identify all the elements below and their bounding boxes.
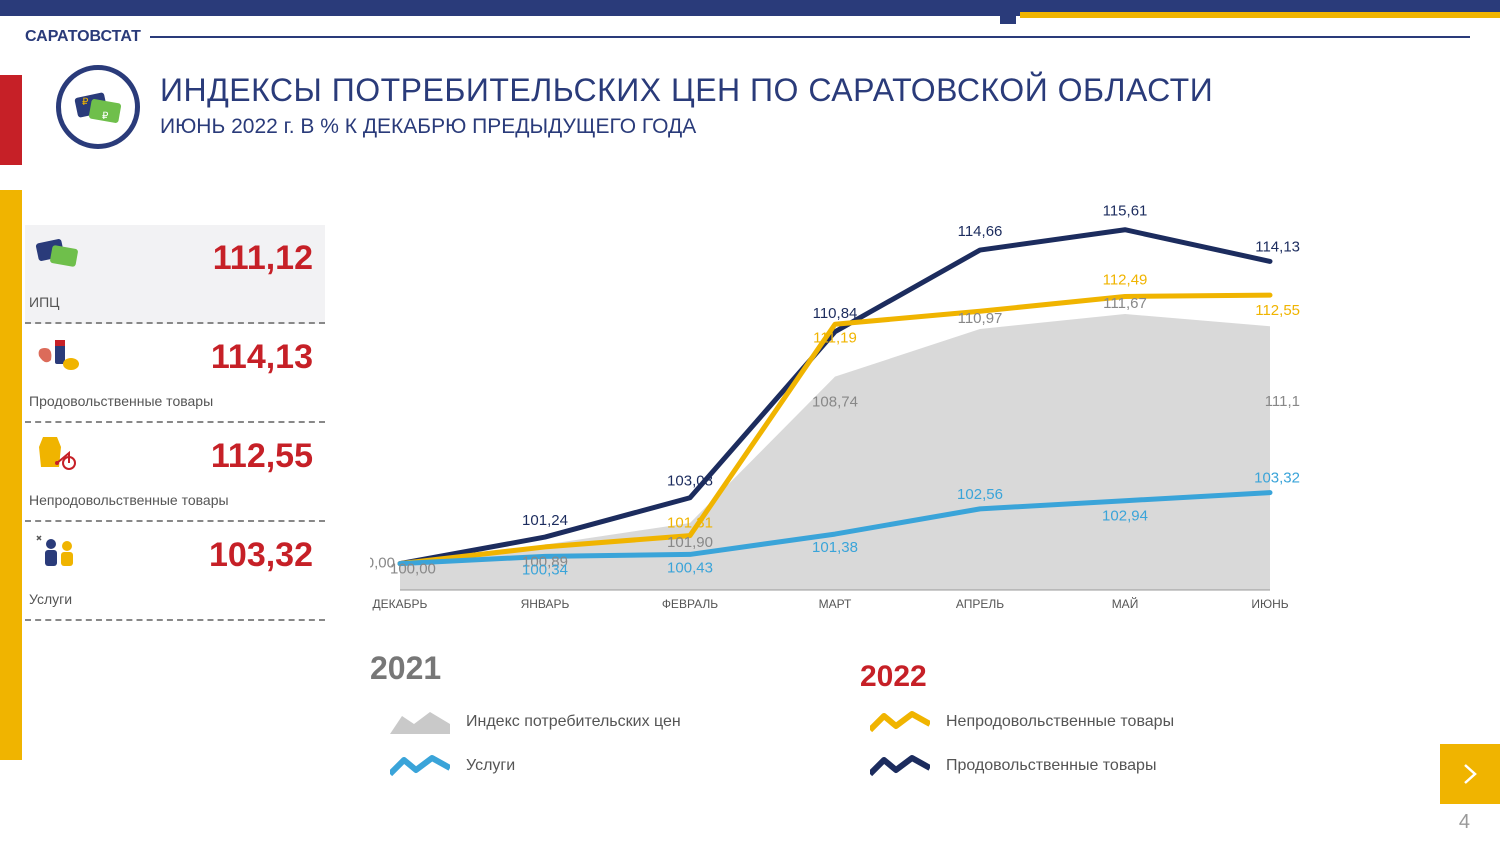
- year-prev-label: 2021: [370, 650, 441, 687]
- chevron-right-icon: [1457, 761, 1483, 787]
- legend-services: Услуги: [390, 754, 730, 778]
- svg-text:АПРЕЛЬ: АПРЕЛЬ: [956, 597, 1004, 611]
- svg-text:МАЙ: МАЙ: [1112, 596, 1139, 611]
- svg-text:ЯНВАРЬ: ЯНВАРЬ: [521, 597, 570, 611]
- cards-icon: [33, 235, 83, 275]
- legend-cpi: Индекс потребительских цен: [390, 710, 730, 734]
- legend-nonfood: Непродовольственные товары: [870, 710, 1210, 734]
- legend-label: Продовольственные товары: [946, 757, 1156, 775]
- svg-text:102,56: 102,56: [957, 486, 1003, 503]
- side-label: Непродовольственные товары: [25, 492, 325, 508]
- next-button[interactable]: [1440, 744, 1500, 804]
- svg-text:101,31: 101,31: [667, 515, 713, 532]
- svg-text:101,38: 101,38: [812, 539, 858, 556]
- food-icon: [33, 334, 83, 374]
- page-title: ИНДЕКСЫ ПОТРЕБИТЕЛЬСКИХ ЦЕН ПО САРАТОВСК…: [160, 72, 1213, 109]
- legend: Индекс потребительских цен Непродовольст…: [390, 710, 1320, 798]
- svg-text:110,97: 110,97: [958, 310, 1003, 327]
- svg-text:114,13: 114,13: [1255, 238, 1300, 255]
- legend-food: Продовольственные товары: [870, 754, 1210, 778]
- svg-text:115,61: 115,61: [1103, 203, 1148, 220]
- svg-text:₽: ₽: [82, 97, 89, 108]
- side-item-nonfood: 112,55 Непродовольственные товары: [25, 423, 325, 522]
- svg-text:111,19: 111,19: [813, 329, 857, 346]
- svg-text:112,49: 112,49: [1103, 271, 1148, 288]
- side-item-food: 114,13 Продовольственные товары: [25, 324, 325, 423]
- line-swatch-icon: [390, 754, 450, 778]
- svg-text:114,66: 114,66: [958, 223, 1003, 240]
- svg-text:111,1: 111,1: [1265, 393, 1300, 410]
- svg-text:102,94: 102,94: [1102, 508, 1148, 525]
- services-icon: [33, 532, 83, 572]
- title-icon: ₽ ₽: [56, 65, 140, 149]
- top-square: [1000, 8, 1016, 24]
- page-number: 4: [1459, 811, 1470, 834]
- legend-label: Индекс потребительских цен: [466, 713, 681, 731]
- year-curr-label: 2022: [860, 660, 927, 694]
- svg-text:100,00: 100,00: [390, 561, 436, 578]
- side-label: ИПЦ: [25, 294, 325, 310]
- nonfood-icon: [33, 433, 83, 473]
- brand-rule: [150, 36, 1470, 38]
- page-subtitle: ИЮНЬ 2022 г. В % К ДЕКАБРЮ ПРЕДЫДУЩЕГО Г…: [160, 115, 696, 139]
- side-label: Услуги: [25, 591, 325, 607]
- side-yellow-accent: [0, 190, 22, 760]
- svg-text:103,08: 103,08: [667, 473, 713, 490]
- svg-text:101,90: 101,90: [667, 534, 713, 551]
- side-item-cpi: 111,12 ИПЦ: [25, 225, 325, 324]
- side-item-services: 103,32 Услуги: [25, 522, 325, 621]
- area-swatch-icon: [390, 710, 450, 734]
- svg-text:₽: ₽: [102, 111, 109, 122]
- svg-text:111,67: 111,67: [1103, 295, 1147, 312]
- line-swatch-icon: [870, 710, 930, 734]
- chart: ДЕКАБРЬ ЯНВАРЬ ФЕВРАЛЬ МАРТ АПРЕЛЬ МАЙ ИЮНЬ 100…: [370, 190, 1320, 620]
- side-red-accent: [0, 75, 22, 165]
- svg-text:ФЕВРАЛЬ: ФЕВРАЛЬ: [662, 597, 718, 611]
- svg-text:101,24: 101,24: [522, 512, 568, 529]
- svg-text:100,43: 100,43: [667, 559, 713, 576]
- side-label: Продовольственные товары: [25, 393, 325, 409]
- svg-text:110,84: 110,84: [813, 305, 858, 322]
- line-swatch-icon: [870, 754, 930, 778]
- brand-label: САРАТОВСТАТ: [25, 28, 141, 46]
- svg-text:ДЕКАБРЬ: ДЕКАБРЬ: [373, 597, 428, 611]
- svg-text:100,34: 100,34: [522, 561, 568, 578]
- svg-text:103,32: 103,32: [1254, 470, 1300, 487]
- svg-text:112,55: 112,55: [1255, 302, 1300, 319]
- legend-label: Непродовольственные товары: [946, 713, 1174, 731]
- svg-text:ИЮНЬ: ИЮНЬ: [1251, 597, 1288, 611]
- side-panel: 111,12 ИПЦ 114,13 Продовольственные това…: [25, 225, 325, 621]
- svg-text:МАРТ: МАРТ: [819, 597, 852, 611]
- top-accent: [1020, 12, 1500, 18]
- svg-text:100,00: 100,00: [370, 555, 395, 572]
- legend-label: Услуги: [466, 757, 515, 775]
- svg-text:108,74: 108,74: [812, 394, 858, 411]
